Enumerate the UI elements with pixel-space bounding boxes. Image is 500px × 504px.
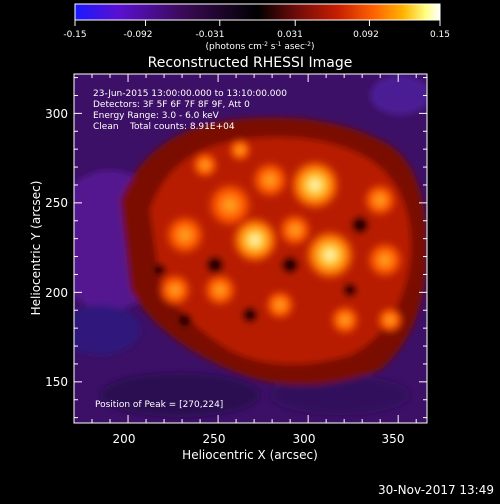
cbar-tick-label: -0.031 [195,30,224,40]
cbar-tick-label: 0.15 [430,30,450,40]
axis-ticks [74,74,427,423]
annotation-time-range: 23-Jun-2015 13:00:00.000 to 13:10:00.000 [93,89,287,99]
x-tick-label: 300 [293,432,316,446]
annotation-peak-position: Position of Peak = [270,224] [95,400,223,410]
footer-timestamp: 30-Nov-2017 13:49 [378,483,494,497]
cbar-tick-label: 0.031 [277,30,303,40]
plot-frame [73,73,428,424]
cbar-tick-label: 0.092 [353,30,379,40]
y-tick-label: 250 [45,196,68,210]
y-tick-labels: 150 200 250 300 [45,107,68,389]
x-axis-label: Heliocentric X (arcsec) [182,448,318,462]
colorbar-ticks [74,20,441,26]
y-axis-label: Heliocentric Y (arcsec) [29,181,43,316]
cbar-tick-label: -0.15 [63,30,86,40]
x-tick-labels: 200 250 300 350 [113,432,405,446]
x-tick-label: 200 [113,432,136,446]
y-tick-label: 150 [45,375,68,389]
x-tick-label: 350 [382,432,405,446]
annotation-detectors: Detectors: 3F 5F 6F 7F 8F 9F, Att 0 [93,100,250,110]
image-annotations: 23-Jun-2015 13:00:00.000 to 13:10:00.000… [93,89,287,410]
x-tick-label: 250 [203,432,226,446]
colorbar-unit-label: (photons cm-2 s-1 asec-2) [205,41,314,52]
plot-title: Reconstructed RHESSI Image [148,55,353,71]
colorbar [74,3,441,21]
y-tick-label: 200 [45,286,68,300]
annotation-energy-range: Energy Range: 3.0 - 6.0 keV [93,111,220,121]
y-tick-label: 300 [45,107,68,121]
cbar-tick-label: -0.092 [123,30,152,40]
colorbar-tick-labels: -0.15 -0.092 -0.031 0.031 0.092 0.15 [63,30,450,40]
rhessi-image [74,74,427,423]
annotation-clean-counts: Clean Total counts: 8.91E+04 [93,122,235,132]
